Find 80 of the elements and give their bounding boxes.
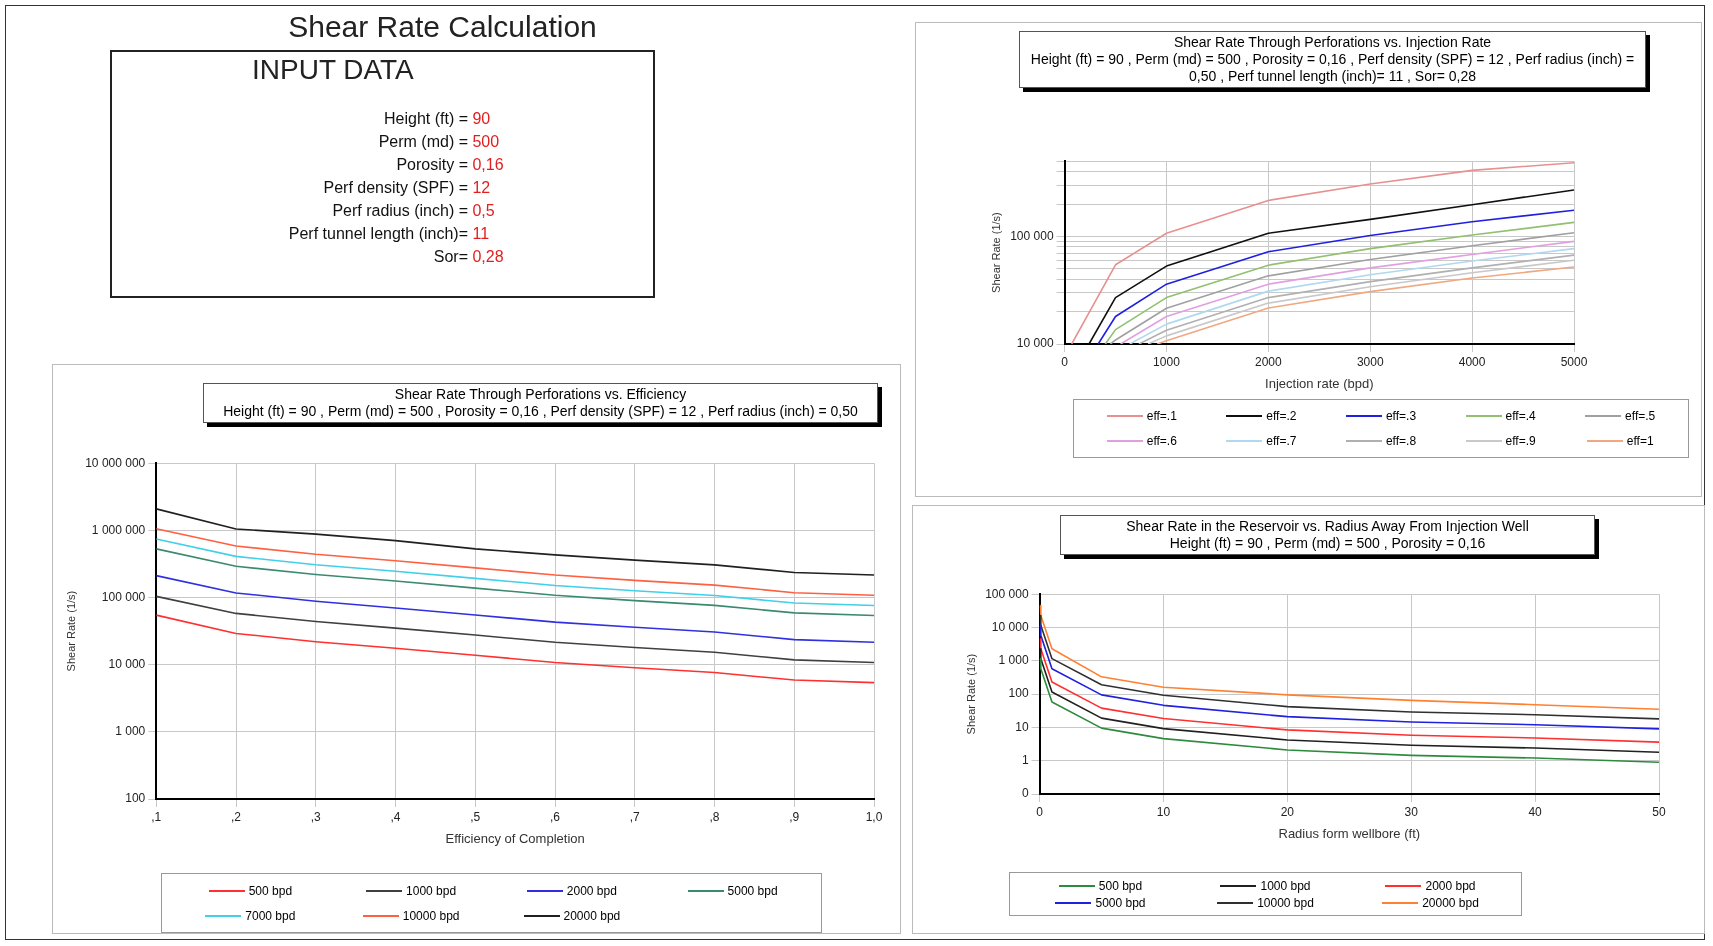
x-tick-label: 3000 — [1356, 354, 1384, 369]
x-tick-label: ,4 — [390, 809, 401, 824]
text: Perm (md) = 500 — [377, 133, 500, 151]
x-tick-label: ,6 — [550, 809, 561, 824]
x-axis-title: Injection rate (bpd) — [1265, 375, 1374, 391]
legend-label: eff=.6 — [1146, 433, 1177, 448]
y-tick-label: 1 000 — [115, 724, 146, 739]
legend-label: 10000 bpd — [1257, 895, 1314, 910]
y-tick-label: 100 — [125, 791, 146, 806]
legend-label: eff=.4 — [1505, 409, 1536, 424]
legend-label: eff=.2 — [1266, 409, 1297, 424]
y-tick-label: 100 — [1008, 686, 1029, 701]
y-axis-title: Shear Rate (1/s) — [964, 653, 977, 735]
chart-title: Shear Rate Through Perforations vs. Injection Rate — [1172, 34, 1493, 51]
legend-label: 2000 bpd — [566, 883, 617, 898]
x-tick-label: ,8 — [709, 809, 720, 824]
x-tick-label: ,2 — [231, 809, 242, 824]
legend-label: eff=.7 — [1266, 433, 1297, 448]
x-tick-label: 10 — [1156, 804, 1171, 819]
legend-label: eff=.1 — [1146, 409, 1177, 424]
text: Sor= 0,28 — [432, 248, 504, 266]
legend-label: 20000 bpd — [1422, 895, 1479, 910]
y-tick-label: 100 000 — [1010, 228, 1054, 243]
legend-label: 500 bpd — [248, 883, 293, 898]
legend-label: 1000 bpd — [1260, 878, 1311, 893]
legend-label: 7000 bpd — [245, 908, 296, 923]
y-axis-title: Shear Rate (1/s) — [64, 590, 77, 672]
y-tick-label: 10 — [1015, 719, 1029, 734]
legend-label: eff=.5 — [1625, 409, 1656, 424]
x-tick-label: 4000 — [1458, 354, 1486, 369]
y-tick-label: 10 000 — [1016, 336, 1054, 351]
y-tick-label: 1 — [1021, 753, 1029, 768]
y-tick-label: 100 000 — [985, 586, 1029, 601]
y-tick-label: 10 000 — [108, 656, 146, 671]
legend-label: 10000 bpd — [402, 908, 460, 923]
text: INPUT DATA — [252, 54, 414, 86]
legend-label: 5000 bpd — [1095, 895, 1146, 910]
x-tick-label: 5000 — [1560, 354, 1588, 369]
legend-label: 20000 bpd — [563, 908, 621, 923]
text: Height (ft) = 90 — [382, 110, 491, 128]
legend-label: eff=.9 — [1505, 433, 1536, 448]
x-tick-label: 1,0 — [865, 809, 883, 824]
x-tick-label: 1000 — [1153, 354, 1181, 369]
legend-label: 5000 bpd — [727, 883, 778, 898]
x-tick-label: ,3 — [310, 809, 322, 824]
x-tick-label: 2000 — [1254, 354, 1283, 369]
y-tick-label: 0 — [1021, 786, 1029, 801]
legend-label: eff=.3 — [1385, 409, 1417, 424]
legend-label: eff=1 — [1626, 433, 1654, 448]
text: Porosity = 0,16 — [395, 156, 504, 174]
x-tick-label: 40 — [1528, 804, 1543, 819]
chart-subtitle: Height (ft) = 90 , Perm (md) = 500 , Porosity = 0,16 — [1168, 535, 1487, 552]
y-tick-label: 100 000 — [101, 589, 146, 604]
x-tick-label: 20 — [1280, 804, 1295, 819]
y-tick-label: 10 000 — [991, 619, 1029, 634]
y-axis-title: Shear Rate (1/s) — [989, 212, 1002, 293]
legend-label: 500 bpd — [1098, 878, 1143, 893]
chart-title: Shear Rate Through Perforations vs. Efficiency — [393, 386, 688, 403]
y-tick-label: 10 000 000 — [85, 455, 146, 470]
legend-label: 2000 bpd — [1425, 878, 1476, 893]
x-tick-label: 30 — [1404, 804, 1419, 819]
x-axis-title: Efficiency of Completion — [445, 830, 585, 846]
legend-label: eff=.8 — [1385, 433, 1417, 448]
text: Perf radius (inch) = 0,5 — [331, 202, 495, 220]
x-tick-label: ,1 — [151, 809, 162, 824]
y-tick-label: 1 000 000 — [91, 522, 146, 537]
legend-label: 1000 bpd — [406, 883, 457, 898]
x-tick-label: ,7 — [629, 809, 641, 824]
text: Shear Rate Calculation — [287, 10, 598, 44]
x-tick-label: ,9 — [789, 809, 800, 824]
y-tick-label: 1 000 — [998, 653, 1029, 668]
chart-subtitle: Height (ft) = 90 , Perm (md) = 500 , Porosity = 0,16 , Perf density (SPF) = 12 , Perf radius (inch) = 0,50 — [222, 403, 859, 420]
chart-title: Shear Rate in the Reservoir vs. Radius Away From Injection Well — [1125, 518, 1530, 535]
x-tick-label: ,5 — [470, 809, 481, 824]
text: Perf density (SPF) = 12 — [322, 179, 491, 197]
x-tick-label: 50 — [1652, 804, 1666, 819]
chart-subtitle: Height (ft) = 90 , Perm (md) = 500 , Porosity = 0,16 , Perf density (SPF) = 12 , Perf radius (inch) = 0,50 , Perf tunnel length (inch)= 11 , Sor= 0,28 — [1029, 51, 1636, 85]
x-tick-label: 0 — [1061, 354, 1069, 369]
x-axis-title: Radius form wellbore (ft) — [1278, 825, 1421, 841]
text: Perf tunnel length (inch)= 11 — [287, 225, 490, 243]
